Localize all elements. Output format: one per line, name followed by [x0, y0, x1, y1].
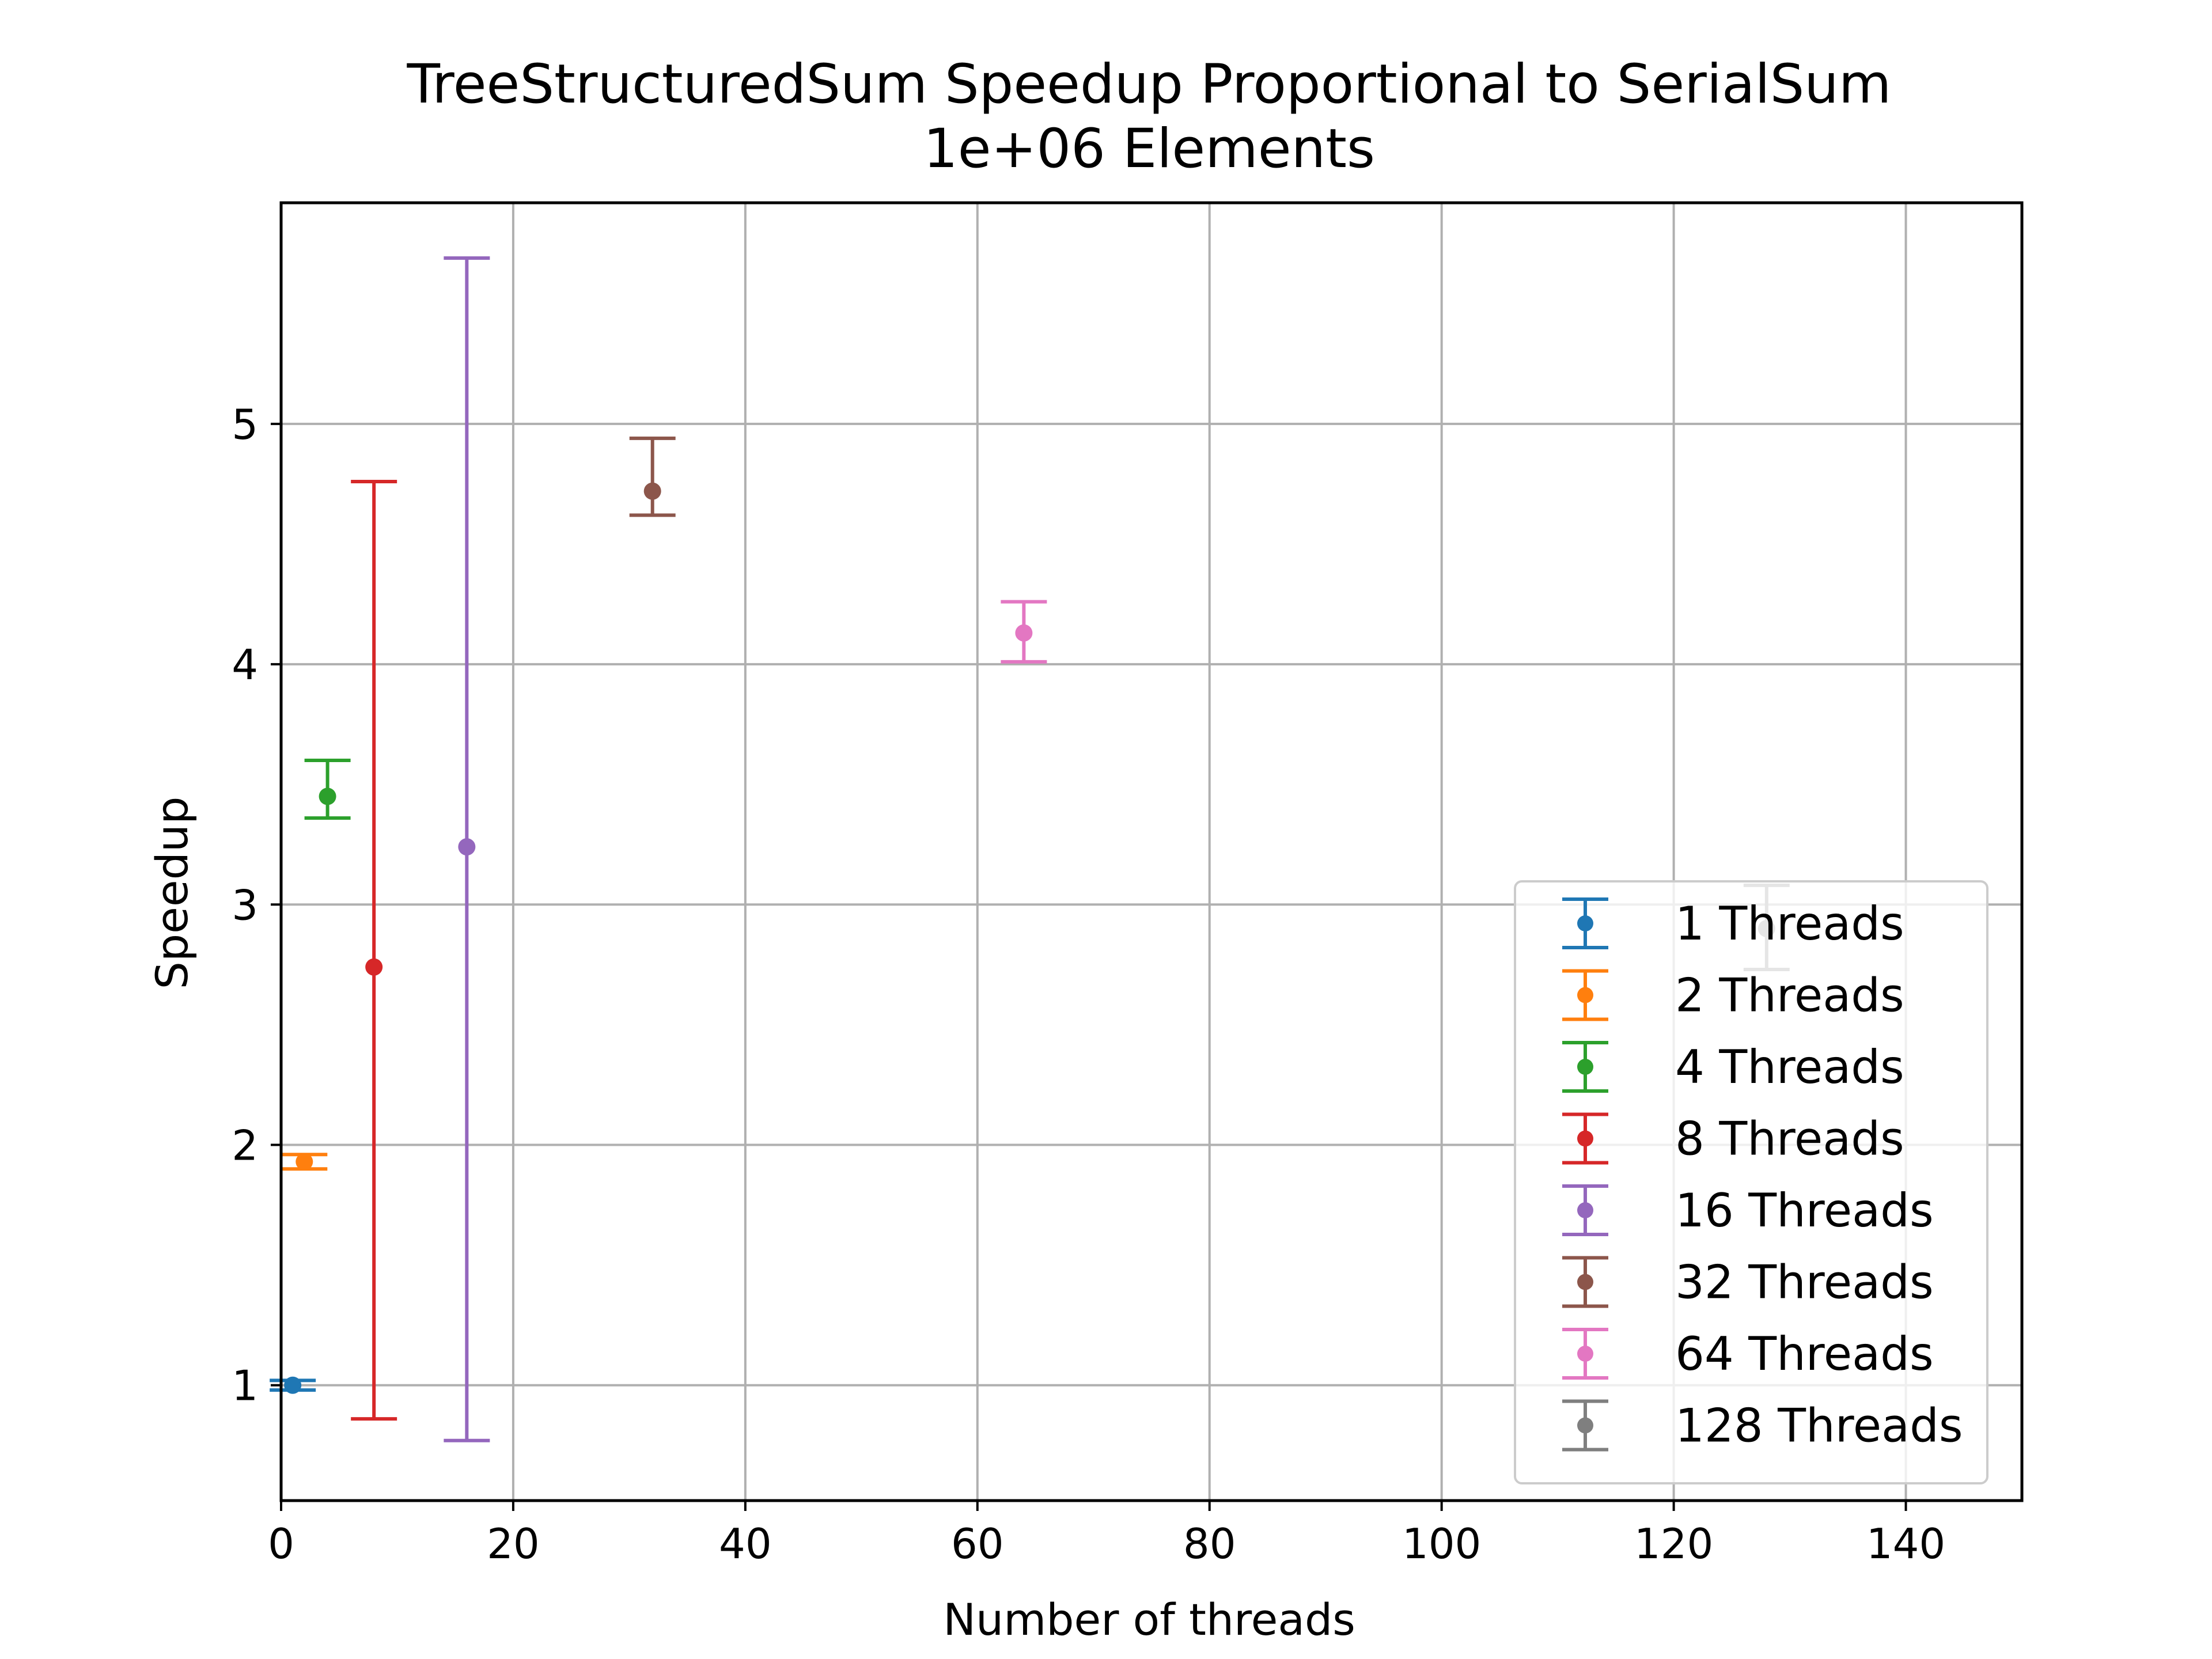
legend-entry: 32 Threads: [1562, 1256, 1934, 1309]
legend-marker: [1577, 987, 1593, 1003]
y-tick-label: 1: [232, 1362, 258, 1410]
x-tick-label: 80: [1183, 1520, 1236, 1568]
data-series-2: [281, 1153, 328, 1171]
legend-label: 32 Threads: [1675, 1256, 1934, 1309]
x-tick-label: 0: [268, 1520, 294, 1568]
axes-layer: 0 20 40 60 80 100 120 140 1 2 3 4 5: [232, 201, 2024, 1568]
data-point: [296, 1153, 313, 1171]
y-tick-label: 5: [232, 400, 258, 449]
x-tick-label: 140: [1866, 1520, 1945, 1568]
x-tick-label: 60: [951, 1520, 1004, 1568]
legend-marker: [1577, 1202, 1593, 1218]
legend-entry: 64 Threads: [1562, 1327, 1934, 1381]
y-tick-label: 2: [232, 1122, 258, 1170]
legend-entry: 16 Threads: [1562, 1184, 1934, 1237]
data-series-4: [351, 479, 397, 1421]
plot-frame: [279, 201, 2024, 1502]
y-tick-label: 3: [232, 881, 258, 929]
legend-entry: 128 Threads: [1562, 1399, 1963, 1453]
legend: 1 Threads 2 Threads 4 Threads 8 Threads 16 T…: [1514, 880, 1988, 1484]
data-series-1: [270, 1376, 316, 1394]
legend-entry: 1 Threads: [1562, 897, 1904, 950]
legend-box: [1514, 880, 1988, 1484]
legend-label: 4 Threads: [1675, 1040, 1904, 1094]
data-point: [458, 838, 476, 856]
legend-label: 8 Threads: [1675, 1112, 1904, 1166]
x-tick-label: 100: [1402, 1520, 1481, 1568]
legend-marker: [1577, 1346, 1593, 1362]
data-series-7: [1001, 600, 1047, 664]
data-series-6: [629, 436, 676, 517]
data-point: [365, 958, 383, 976]
legend-label: 64 Threads: [1675, 1327, 1934, 1381]
legend-marker: [1577, 1417, 1593, 1434]
legend-entry: 2 Threads: [1562, 969, 1904, 1022]
legend-entry: 8 Threads: [1562, 1112, 1904, 1166]
legend-label: 2 Threads: [1675, 969, 1904, 1022]
data-point: [284, 1376, 302, 1394]
y-axis-label: Speedup: [146, 797, 198, 990]
data-series-5: [444, 256, 490, 1442]
legend-marker: [1577, 1274, 1593, 1290]
data-point: [1015, 624, 1033, 642]
data-point: [643, 482, 661, 500]
legend-marker: [1577, 915, 1593, 931]
legend-marker: [1577, 1130, 1593, 1147]
x-axis-label: Number of threads: [943, 1594, 1355, 1645]
legend-label: 128 Threads: [1675, 1399, 1963, 1453]
legend-label: 1 Threads: [1675, 897, 1904, 950]
legend-marker: [1577, 1059, 1593, 1075]
x-tick-label: 40: [719, 1520, 772, 1568]
data-series-3: [304, 758, 351, 820]
y-tick-label: 4: [232, 641, 258, 689]
legend-label: 16 Threads: [1675, 1184, 1934, 1237]
data-point: [319, 787, 336, 805]
legend-entry: 4 Threads: [1562, 1040, 1904, 1094]
x-tick-label: 120: [1634, 1520, 1713, 1568]
chart-subtitle: 1e+06 Elements: [923, 118, 1375, 180]
x-tick-label: 20: [487, 1520, 540, 1568]
chart-title: TreeStructuredSum Speedup Proportional t…: [407, 53, 1892, 116]
